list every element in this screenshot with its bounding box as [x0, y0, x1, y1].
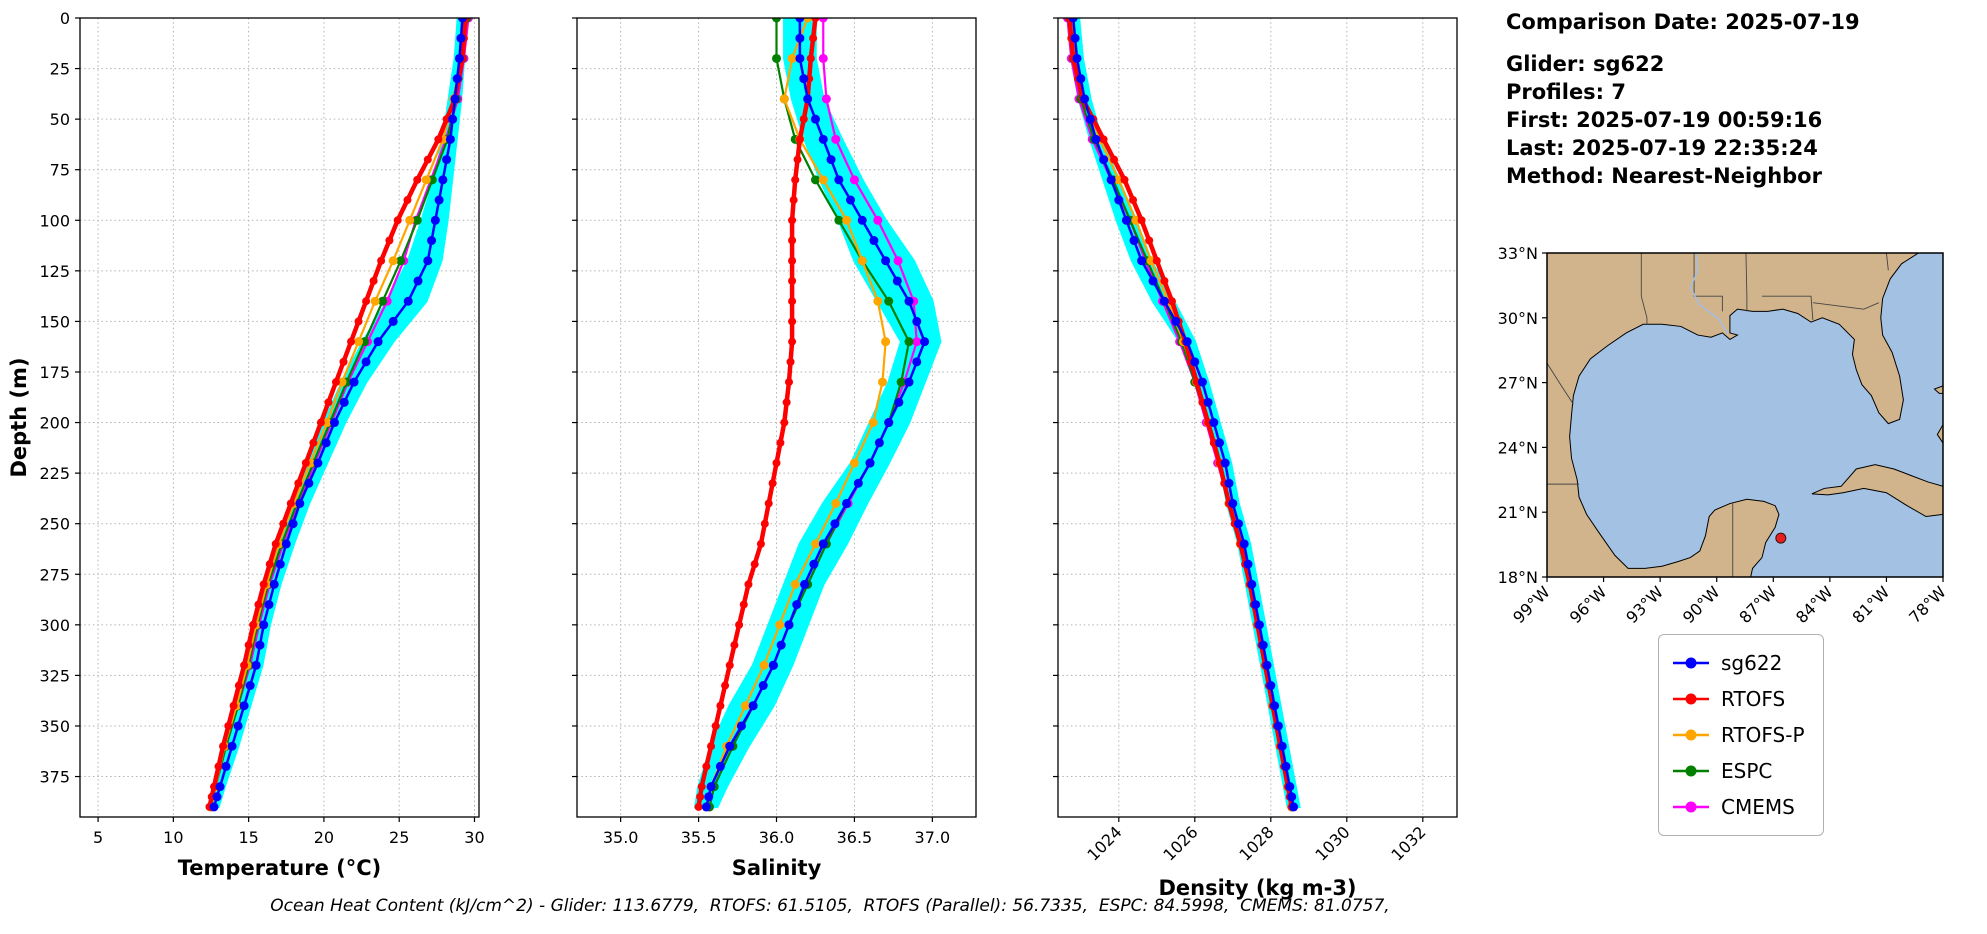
ohc-caption: Ocean Heat Content (kJ/cm^2) - Glider: 1… — [270, 896, 1390, 916]
svg-text:75: 75 — [50, 161, 70, 180]
salinity-axis-label: Salinity — [732, 856, 822, 880]
temperature-panel: 5 10 15 20 25 3002550751001251501752002252502… — [39, 9, 484, 880]
svg-text:25: 25 — [50, 60, 70, 79]
series-rtofs-density — [1065, 18, 1296, 811]
legend-marker-icon — [1673, 693, 1709, 705]
density-axis-label: Density (kg m-3) — [1158, 876, 1356, 900]
svg-text:37.0: 37.0 — [915, 828, 951, 847]
svg-text:1026: 1026 — [1159, 822, 1201, 864]
svg-text:350: 350 — [39, 717, 70, 736]
svg-text:20: 20 — [314, 828, 334, 847]
legend-marker-icon — [1673, 657, 1709, 669]
legend-marker-icon — [1673, 765, 1709, 777]
svg-text:24°N: 24°N — [1498, 438, 1538, 457]
svg-text:1028: 1028 — [1235, 822, 1277, 864]
legend-label: RTOFS — [1721, 687, 1786, 711]
info-glider: Glider: sg622 — [1506, 52, 1665, 76]
svg-text:30: 30 — [464, 828, 484, 847]
series-rtofs-p-salinity — [701, 18, 891, 812]
legend-label: sg622 — [1721, 651, 1783, 675]
svg-text:175: 175 — [39, 363, 70, 382]
svg-text:225: 225 — [39, 464, 70, 483]
svg-text:36.5: 36.5 — [837, 828, 873, 847]
svg-text:100: 100 — [39, 211, 70, 230]
svg-text:125: 125 — [39, 262, 70, 281]
legend-item-rtofs: RTOFS — [1671, 681, 1805, 717]
gulf-map: 33°N 30°N 27°N 24°N 21°N 18°N99°W 96°W 93°W 90°W… — [1498, 244, 1950, 627]
svg-text:33°N: 33°N — [1498, 244, 1538, 263]
svg-text:81°W: 81°W — [1849, 582, 1894, 627]
salinity-panel: 35.0 35.5 36.0 36.5 37.0 Salinity — [572, 17, 977, 880]
svg-text:18°N: 18°N — [1498, 568, 1538, 587]
svg-text:30°N: 30°N — [1498, 309, 1538, 328]
legend-marker-icon — [1673, 801, 1709, 813]
density-panel: 1024 1026 1028 1030 1032 Density (kg m-3) — [1053, 17, 1458, 900]
svg-text:87°W: 87°W — [1735, 582, 1780, 627]
legend: sg622 RTOFS RTOFS-P ESPC CMEMS — [1658, 634, 1824, 836]
legend-label: CMEMS — [1721, 795, 1795, 819]
svg-text:84°W: 84°W — [1792, 582, 1837, 627]
svg-text:21°N: 21°N — [1498, 503, 1538, 522]
svg-text:1032: 1032 — [1387, 822, 1429, 864]
svg-text:1030: 1030 — [1311, 822, 1353, 864]
temperature-axis-label: Temperature (°C) — [178, 856, 381, 880]
svg-text:96°W: 96°W — [1566, 582, 1611, 627]
svg-text:15: 15 — [238, 828, 258, 847]
svg-text:1024: 1024 — [1083, 822, 1125, 864]
glider-location-marker — [1775, 532, 1787, 544]
legend-item-sg622: sg622 — [1671, 645, 1805, 681]
svg-text:150: 150 — [39, 312, 70, 331]
info-last: Last: 2025-07-19 22:35:24 — [1506, 136, 1818, 160]
svg-text:5: 5 — [93, 828, 103, 847]
legend-marker-icon — [1673, 729, 1709, 741]
svg-text:0: 0 — [60, 9, 70, 28]
svg-text:10: 10 — [163, 828, 183, 847]
envelope-salinity — [693, 18, 942, 809]
legend-item-cmems: CMEMS — [1671, 789, 1805, 825]
svg-text:35.0: 35.0 — [603, 828, 639, 847]
svg-text:275: 275 — [39, 565, 70, 584]
comparison-date: Comparison Date: 2025-07-19 — [1506, 10, 1860, 34]
legend-item-rtofs-p: RTOFS-P — [1671, 717, 1805, 753]
series-sg622-salinity — [701, 18, 930, 812]
depth-axis-label: Depth (m) — [7, 357, 31, 477]
info-method: Method: Nearest-Neighbor — [1506, 164, 1822, 188]
svg-text:36.0: 36.0 — [759, 828, 795, 847]
series-sg622-temperature — [209, 18, 467, 812]
info-panel: Comparison Date: 2025-07-19 Glider: sg62… — [1506, 8, 1860, 190]
legend-item-espc: ESPC — [1671, 753, 1805, 789]
info-gap — [1506, 36, 1860, 50]
svg-text:200: 200 — [39, 414, 70, 433]
svg-text:27°N: 27°N — [1498, 374, 1538, 393]
svg-text:90°W: 90°W — [1679, 582, 1724, 627]
legend-label: RTOFS-P — [1721, 723, 1805, 747]
svg-text:99°W: 99°W — [1509, 582, 1554, 627]
svg-text:50: 50 — [50, 110, 70, 129]
series-sg622-density — [1068, 18, 1299, 812]
svg-text:325: 325 — [39, 666, 70, 685]
info-profiles: Profiles: 7 — [1506, 80, 1627, 104]
svg-text:375: 375 — [39, 768, 70, 787]
svg-text:78°W: 78°W — [1905, 582, 1950, 627]
svg-text:300: 300 — [39, 616, 70, 635]
river-line — [1689, 253, 1729, 335]
svg-text:35.5: 35.5 — [681, 828, 717, 847]
legend-label: ESPC — [1721, 759, 1773, 783]
svg-text:93°W: 93°W — [1622, 582, 1667, 627]
info-first: First: 2025-07-19 00:59:16 — [1506, 108, 1823, 132]
svg-text:250: 250 — [39, 515, 70, 534]
svg-text:25: 25 — [389, 828, 409, 847]
